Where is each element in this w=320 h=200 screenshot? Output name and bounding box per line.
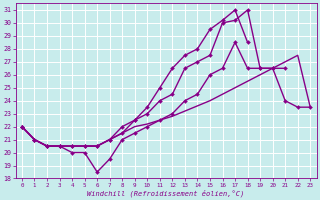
X-axis label: Windchill (Refroidissement éolien,°C): Windchill (Refroidissement éolien,°C) <box>87 189 245 197</box>
